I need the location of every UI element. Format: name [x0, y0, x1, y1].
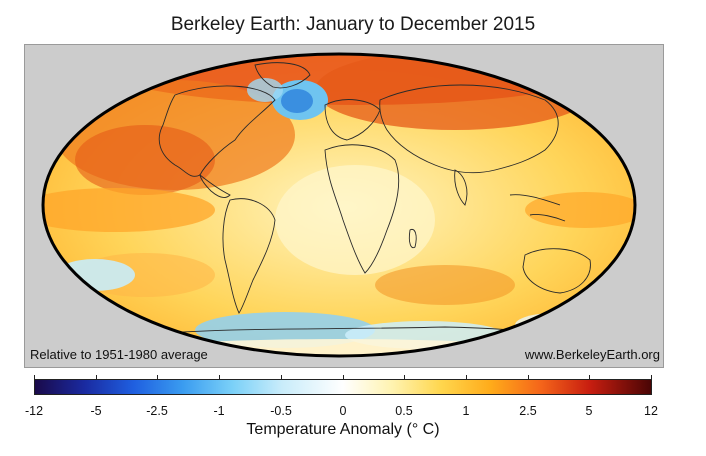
map-title: Berkeley Earth: January to December 2015: [170, 14, 536, 35]
colorbar-tick-label: 2.5: [519, 404, 537, 418]
colorbar-tick: [219, 375, 220, 379]
colorbar-tick-label: -12: [24, 404, 44, 418]
colorbar-tick-label: -2.5: [146, 404, 168, 418]
colorbar-tick: [343, 375, 344, 379]
colorbar-tick-label: 1: [462, 404, 470, 418]
colorbar-tick: [651, 375, 652, 379]
colorbar-tick-label: 0.5: [395, 404, 413, 418]
baseline-caption: Relative to 1951-1980 average: [30, 347, 208, 362]
colorbar-tick: [34, 375, 35, 379]
colorbar: [34, 379, 652, 395]
colorbar-tick-label: -5: [90, 404, 102, 418]
colorbar-label: Temperature Anomaly (° C): [246, 421, 440, 438]
globe-outline: [41, 52, 637, 358]
colorbar-tick: [466, 375, 467, 379]
colorbar-tick-label: 12: [644, 404, 658, 418]
colorbar-tick: [281, 375, 282, 379]
colorbar-tick: [528, 375, 529, 379]
colorbar-tick: [404, 375, 405, 379]
map-panel: [24, 44, 664, 368]
source-url: www.BerkeleyEarth.org: [524, 347, 660, 362]
anomaly-field: [43, 54, 635, 356]
colorbar-tick-label: 5: [585, 404, 593, 418]
colorbar-tick-label: 0: [339, 404, 347, 418]
colorbar-tick: [96, 375, 97, 379]
coastlines: [144, 62, 591, 338]
colorbar-ticks: [34, 375, 652, 401]
colorbar-tick-labels: -12 -5 -2.5 -1 -0.5 0 0.5 1 2.5 5 12: [25, 404, 658, 420]
world-map: [41, 52, 637, 358]
colorbar-tick-label: -1: [213, 404, 225, 418]
colorbar-tick: [589, 375, 590, 379]
colorbar-tick-label: -0.5: [270, 404, 292, 418]
colorbar-tick: [157, 375, 158, 379]
